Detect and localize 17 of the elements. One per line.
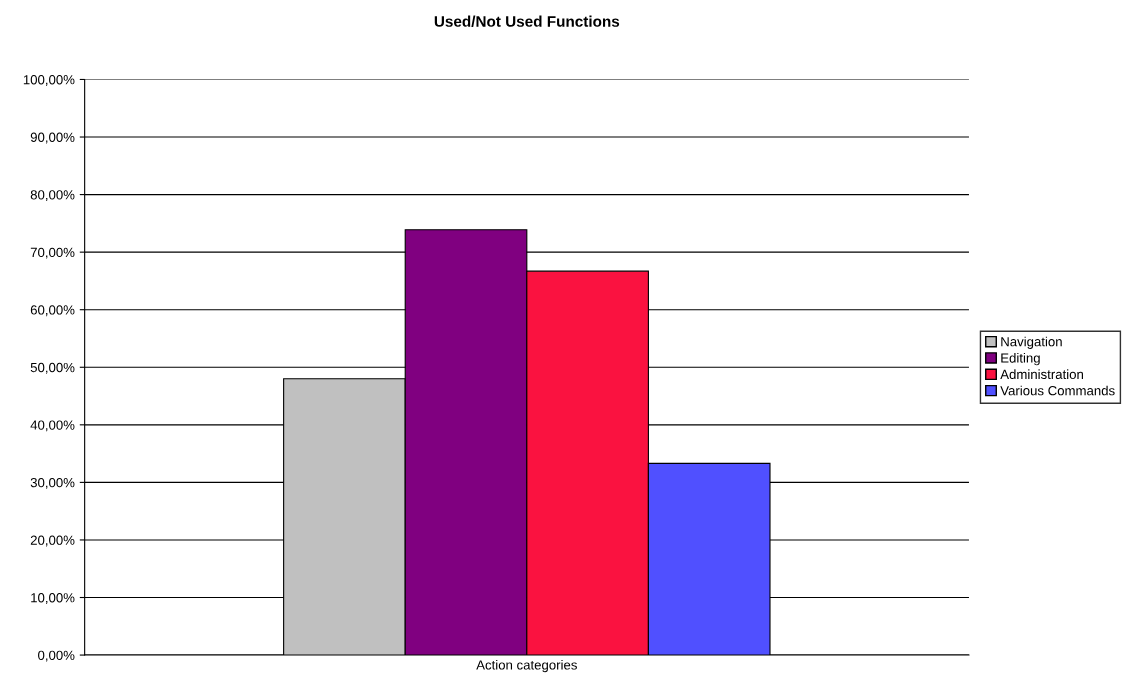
y-tick-label: 60,00% <box>30 305 75 317</box>
y-tick-label: 0,00% <box>38 650 75 662</box>
y-tick-label: 20,00% <box>30 535 75 547</box>
legend-label: Editing <box>1001 352 1040 366</box>
legend-label: Administration <box>1000 369 1083 380</box>
x-tick-label: Action categories <box>476 659 577 673</box>
y-tick-label: 40,00% <box>30 420 75 432</box>
chart-title: Used/Not Used Functions <box>434 15 620 27</box>
legend-label: Navigation <box>1001 336 1062 349</box>
y-tick-label: 30,00% <box>30 477 75 489</box>
y-tick-label: 50,00% <box>30 362 75 374</box>
legend-label: Various Commands <box>1000 385 1115 396</box>
y-tick-label: 70,00% <box>30 247 75 259</box>
y-tick-label: 90,00% <box>30 132 75 144</box>
y-tick-label: 10,00% <box>31 593 75 604</box>
y-tick-label: 80,00% <box>30 190 75 202</box>
y-tick-label: 100,00% <box>23 75 75 86</box>
